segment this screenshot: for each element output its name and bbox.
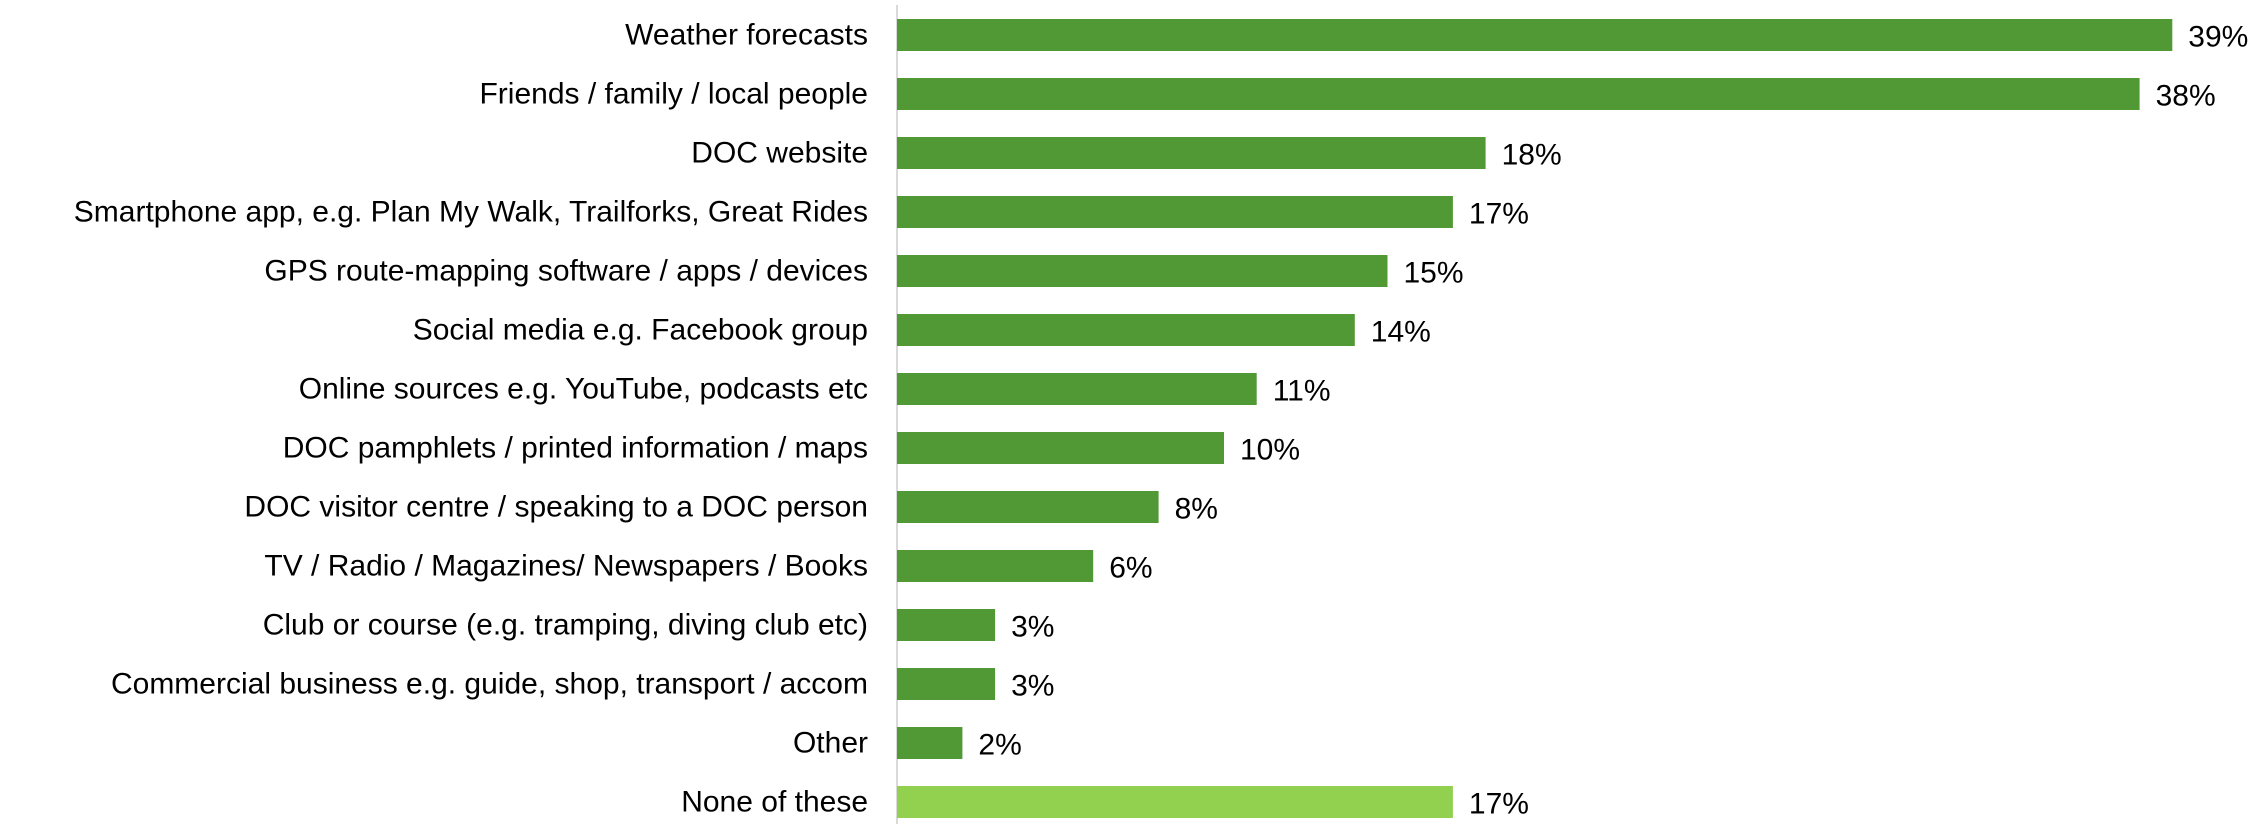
category-label-social-media-e-g-facebook-group: Social media e.g. Facebook group bbox=[413, 314, 868, 347]
category-label-doc-pamphlets-printed-information-maps: DOC pamphlets / printed information / ma… bbox=[283, 432, 868, 465]
category-label-doc-website: DOC website bbox=[691, 137, 868, 170]
bar-doc-visitor-centre-speaking-to-a-doc-person bbox=[897, 491, 1159, 523]
bar-other bbox=[897, 727, 963, 759]
category-label-friends-family-local-people: Friends / family / local people bbox=[479, 78, 868, 111]
bar-friends-family-local-people bbox=[897, 78, 2140, 110]
value-labels-group: 39%38%18%17%15%14%11%10%8%6%3%3%2%17% bbox=[978, 21, 2248, 821]
bar-online-sources-e-g-youtube-podcasts-etc bbox=[897, 373, 1257, 405]
category-label-gps-route-mapping-software-apps-devices: GPS route-mapping software / apps / devi… bbox=[264, 255, 868, 288]
category-label-commercial-business-e-g-guide-shop-transport-accom: Commercial business e.g. guide, shop, tr… bbox=[111, 668, 868, 701]
bar-gps-route-mapping-software-apps-devices bbox=[897, 255, 1388, 287]
category-label-doc-visitor-centre-speaking-to-a-doc-person: DOC visitor centre / speaking to a DOC p… bbox=[244, 491, 868, 524]
bar-social-media-e-g-facebook-group bbox=[897, 314, 1355, 346]
value-label-doc-visitor-centre-speaking-to-a-doc-person: 8% bbox=[1175, 493, 1218, 526]
bar-weather-forecasts bbox=[897, 19, 2173, 51]
bar-doc-pamphlets-printed-information-maps bbox=[897, 432, 1224, 464]
bars-group bbox=[897, 19, 2173, 818]
value-label-none-of-these: 17% bbox=[1469, 788, 1529, 821]
category-labels-group: Weather forecasts Friends / family / loca… bbox=[74, 19, 868, 819]
category-label-online-sources-e-g-youtube-podcasts-etc: Online sources e.g. YouTube, podcasts et… bbox=[299, 373, 868, 406]
value-label-doc-pamphlets-printed-information-maps: 10% bbox=[1240, 434, 1300, 467]
value-label-tv-radio-magazines-newspapers-books: 6% bbox=[1109, 552, 1152, 585]
value-label-online-sources-e-g-youtube-podcasts-etc: 11% bbox=[1273, 375, 1331, 408]
category-label-club-or-course-e-g-tramping-diving-club-etc: Club or course (e.g. tramping, diving cl… bbox=[263, 609, 868, 642]
value-label-friends-family-local-people: 38% bbox=[2156, 80, 2216, 113]
value-label-commercial-business-e-g-guide-shop-transport-accom: 3% bbox=[1011, 670, 1054, 703]
value-label-weather-forecasts: 39% bbox=[2188, 21, 2248, 54]
value-label-other: 2% bbox=[978, 729, 1021, 762]
value-label-gps-route-mapping-software-apps-devices: 15% bbox=[1404, 257, 1464, 290]
category-label-none-of-these: None of these bbox=[681, 786, 868, 819]
category-label-other: Other bbox=[793, 727, 868, 760]
bar-commercial-business-e-g-guide-shop-transport-accom bbox=[897, 668, 996, 700]
bar-smartphone-app-e-g-plan-my-walk-trailforks-great-rides bbox=[897, 196, 1453, 228]
value-label-social-media-e-g-facebook-group: 14% bbox=[1371, 316, 1431, 349]
value-label-club-or-course-e-g-tramping-diving-club-etc: 3% bbox=[1011, 611, 1054, 644]
category-label-tv-radio-magazines-newspapers-books: TV / Radio / Magazines/ Newspapers / Boo… bbox=[264, 550, 868, 583]
value-label-smartphone-app-e-g-plan-my-walk-trailforks-great-rides: 17% bbox=[1469, 198, 1529, 231]
bar-none-of-these bbox=[897, 786, 1453, 818]
bar-doc-website bbox=[897, 137, 1486, 169]
bar-tv-radio-magazines-newspapers-books bbox=[897, 550, 1094, 582]
category-label-weather-forecasts: Weather forecasts bbox=[625, 19, 868, 52]
bar-club-or-course-e-g-tramping-diving-club-etc bbox=[897, 609, 996, 641]
value-label-doc-website: 18% bbox=[1502, 139, 1562, 172]
category-label-smartphone-app-e-g-plan-my-walk-trailforks-great-rides: Smartphone app, e.g. Plan My Walk, Trail… bbox=[74, 196, 868, 229]
